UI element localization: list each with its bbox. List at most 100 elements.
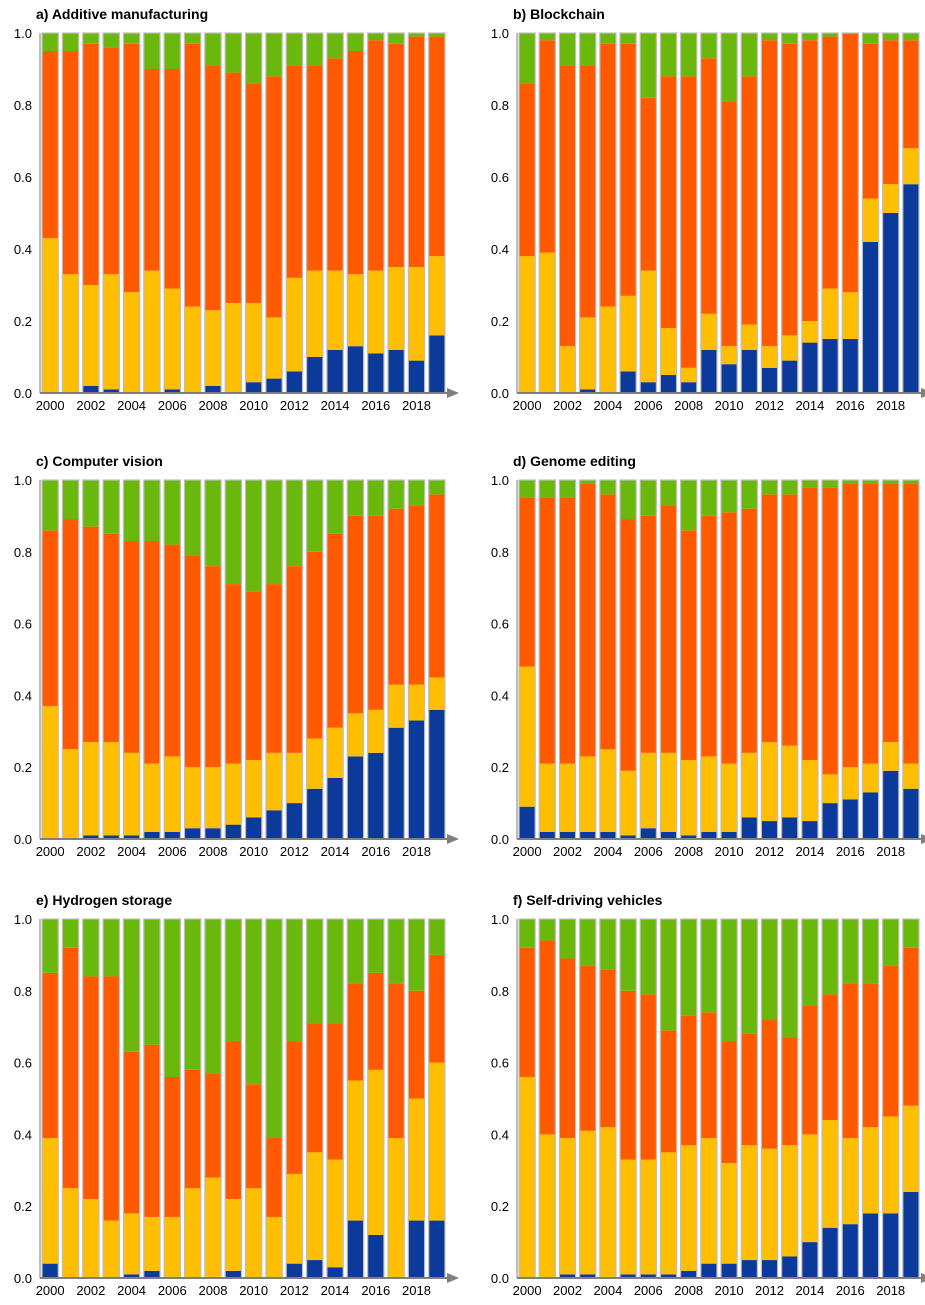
bar-segment (902, 919, 919, 948)
bar-segment (82, 1199, 100, 1278)
bar-segment (620, 835, 637, 839)
bar-segment (902, 947, 919, 1106)
y-tick-label: 0.4 (14, 688, 32, 703)
chart-title: d) Genome editing (513, 453, 636, 469)
y-tick-label: 0.2 (14, 314, 32, 329)
bar-segment (620, 480, 637, 520)
bar-segment (123, 1051, 140, 1214)
bar-segment (265, 1137, 283, 1217)
bar-segment (164, 288, 181, 390)
bar-segment (761, 1260, 778, 1278)
bar-segment (265, 919, 283, 1138)
bar-segment (801, 760, 818, 822)
bar-segment (781, 817, 798, 839)
bar-segment (265, 752, 283, 811)
x-tick-label: 2018 (402, 1283, 431, 1298)
bar-segment (123, 33, 140, 44)
x-axis-arrow (921, 834, 925, 844)
x-tick-label: 2008 (199, 1283, 228, 1298)
bar-segment (539, 33, 556, 41)
bar-segment (539, 940, 556, 1135)
bar-segment (640, 994, 657, 1160)
bar-segment (761, 1019, 778, 1149)
bar-segment (620, 919, 637, 991)
bar-segment (599, 33, 616, 44)
chart-panel: c) Computer vision 0.0 0.2 0.4 0.6 0.8 1.0 2000… (14, 453, 459, 859)
bar-segment (367, 353, 384, 393)
bar-segment (680, 76, 697, 368)
bar-segment (306, 270, 323, 357)
bar-segment (428, 677, 445, 710)
x-tick-label: 2004 (593, 844, 622, 859)
bar-segment (265, 378, 283, 393)
bar-segment (286, 566, 303, 753)
bar-segment (559, 1137, 576, 1275)
x-tick-label: 2014 (795, 398, 824, 413)
bar-segment (225, 33, 242, 73)
bar-segment (123, 541, 140, 753)
bar-segment (519, 666, 536, 807)
bar-segment (184, 555, 201, 768)
x-tick-label: 2016 (836, 398, 865, 413)
bar-segment (367, 33, 384, 41)
bar-segment (408, 33, 425, 37)
bar-segment (164, 33, 181, 69)
bar-segment (225, 919, 242, 1042)
bar-segment (579, 831, 596, 839)
bar-segment (204, 310, 222, 386)
bar-segment (225, 72, 242, 303)
y-tick-label: 0.2 (491, 760, 509, 775)
bar-segment (347, 274, 364, 347)
x-axis-arrow (921, 1273, 925, 1283)
bar-segment (367, 919, 384, 973)
bar-segment (103, 47, 120, 275)
bar-segment (801, 1242, 818, 1278)
bar-segment (103, 1220, 120, 1278)
x-tick-label: 2012 (755, 1283, 784, 1298)
bar-segment (347, 1220, 364, 1278)
x-tick-label: 2018 (402, 844, 431, 859)
y-tick-label: 1.0 (14, 912, 32, 927)
y-tick-label: 0.0 (491, 832, 509, 847)
x-tick-label: 2016 (361, 398, 390, 413)
x-tick-label: 2000 (513, 398, 542, 413)
bar-segment (640, 919, 657, 995)
bar-segment (306, 480, 323, 552)
y-tick-label: 1.0 (14, 473, 32, 488)
bar-segment (245, 303, 262, 383)
bar-segment (42, 51, 59, 239)
bar-segment (143, 33, 161, 69)
bar-segment (408, 360, 425, 393)
bar-segment (347, 346, 364, 393)
bar-segment (428, 36, 445, 257)
bar-segment (164, 919, 181, 1077)
bar-segment (842, 799, 859, 839)
bar-segment (620, 371, 637, 393)
bar-segment (559, 480, 576, 498)
bar-segment (660, 1030, 677, 1153)
x-tick-label: 2016 (361, 844, 390, 859)
bar-segment (143, 919, 161, 1045)
bar-segment (862, 763, 879, 793)
bar-segment (882, 33, 899, 41)
bar-segment (286, 1173, 303, 1264)
x-tick-label: 2016 (361, 1283, 390, 1298)
bar-segment (680, 919, 697, 1016)
bar-segment (387, 43, 405, 267)
bar-segment (680, 835, 697, 839)
bar-segment (822, 36, 839, 289)
bar-segment (640, 1159, 657, 1275)
bar-segment (599, 749, 616, 832)
x-tick-label: 2000 (513, 844, 542, 859)
bar-segment (700, 480, 717, 516)
bar-segment (306, 1260, 323, 1278)
bar-segment (902, 184, 919, 393)
bar-segment (599, 969, 616, 1128)
x-tick-label: 2006 (158, 844, 187, 859)
x-axis-arrow (447, 834, 459, 844)
bar-segment (741, 1033, 758, 1146)
bar-segment (245, 83, 262, 304)
y-tick-label: 0.4 (491, 688, 509, 703)
y-tick-label: 0.2 (491, 314, 509, 329)
bar-segment (741, 349, 758, 393)
